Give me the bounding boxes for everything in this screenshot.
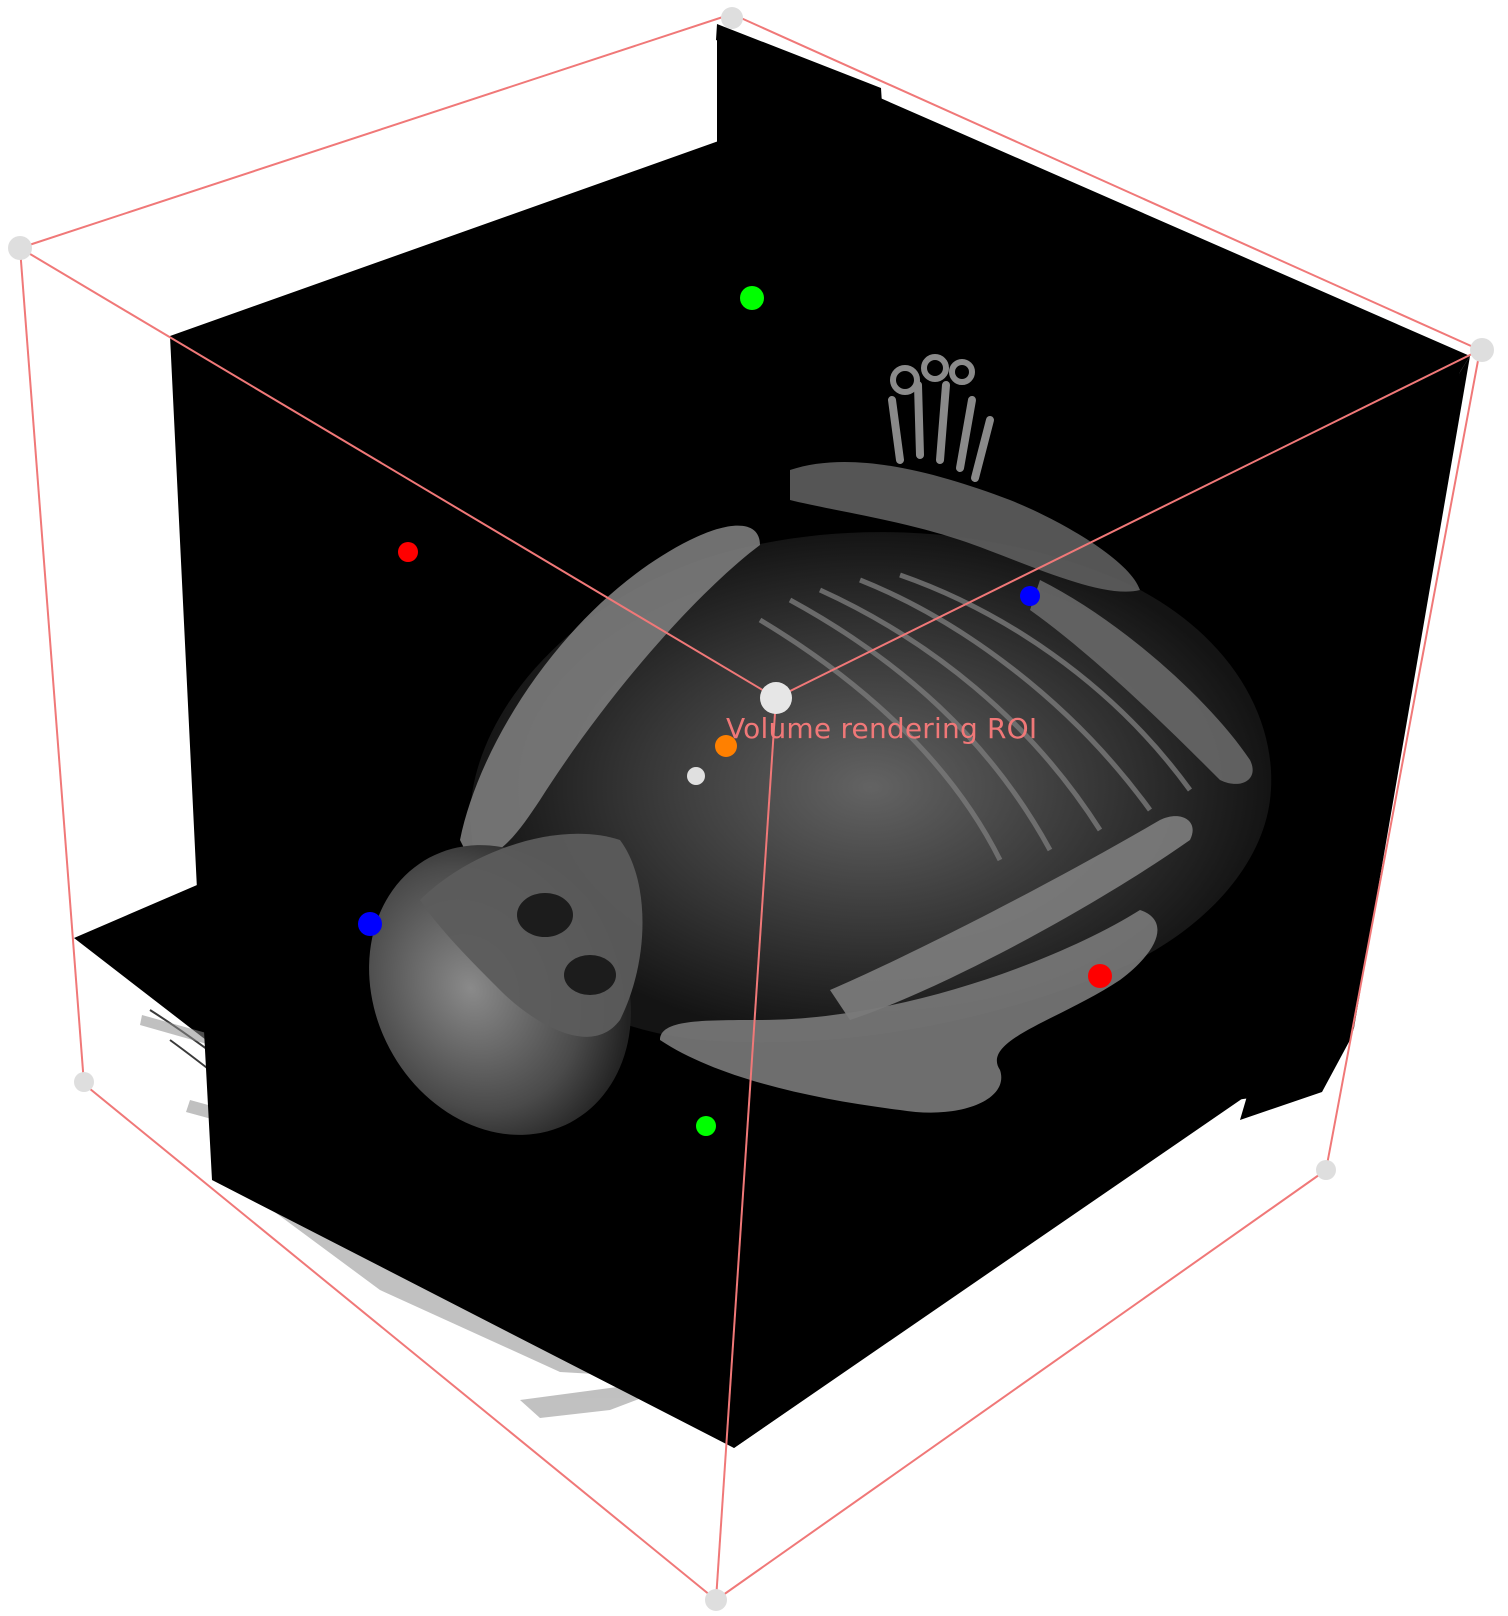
eye-socket: [564, 955, 616, 995]
volume-rendering: [369, 354, 1272, 1135]
blue-handle[interactable]: [1020, 586, 1040, 606]
red-handle[interactable]: [398, 542, 418, 562]
roi-handle[interactable]: [1316, 1160, 1336, 1180]
hand-bones: [888, 381, 994, 482]
roi-center-handle[interactable]: [760, 682, 792, 714]
blue-handle[interactable]: [358, 912, 382, 936]
rib-cage: [758, 572, 1193, 862]
roi-handle[interactable]: [1470, 338, 1494, 362]
roi-handle[interactable]: [74, 1072, 94, 1092]
coronal-slice-plane-body[interactable]: [717, 40, 862, 150]
raised-arm: [790, 461, 1140, 592]
roi-box[interactable]: [19, 13, 1481, 1601]
green-handle[interactable]: [740, 286, 764, 310]
white-handle[interactable]: [687, 767, 705, 785]
roi-label: Volume rendering ROI: [726, 712, 1038, 745]
red-handle[interactable]: [1088, 964, 1112, 988]
right-slice-plane[interactable]: [1240, 356, 1470, 1120]
pelvis-soft-tissue: [660, 910, 1158, 1113]
femur: [830, 816, 1193, 1020]
orange-handle[interactable]: [715, 735, 737, 757]
roi-handle[interactable]: [8, 236, 32, 260]
roi-handle[interactable]: [721, 7, 743, 29]
roi-corner-handles[interactable]: [8, 7, 1494, 1611]
roi-handle[interactable]: [705, 1589, 727, 1611]
torso: [470, 532, 1272, 1043]
upper-arm: [460, 525, 760, 860]
eye-socket: [517, 893, 573, 937]
green-handle[interactable]: [696, 1116, 716, 1136]
forearm: [1030, 580, 1253, 784]
roi-face-handles[interactable]: [358, 286, 1112, 1136]
